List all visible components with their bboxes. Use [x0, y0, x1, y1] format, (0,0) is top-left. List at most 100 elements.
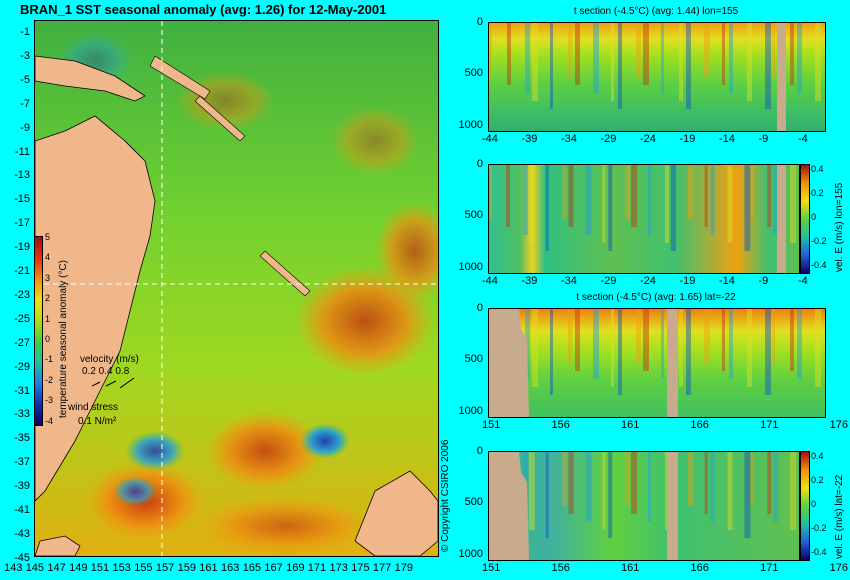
section-x-tick: -4 [798, 133, 808, 145]
section-y-tick: 500 [464, 209, 483, 222]
map-y-tick: -15 [14, 193, 30, 206]
section-x-tick: -39 [521, 275, 538, 287]
map-y-tick: -11 [14, 145, 30, 158]
section-x-tick: -39 [521, 133, 538, 145]
map-y-tick: -25 [14, 312, 30, 325]
map-y-tick: -1 [20, 26, 30, 38]
section-x-tick: 161 [621, 562, 640, 574]
section-y-tick: 1000 [458, 260, 483, 273]
map-y-tick: -3 [20, 49, 30, 62]
map-y-tick: -17 [14, 217, 30, 230]
map-x-tick: 159 [177, 562, 196, 574]
section-panel [488, 22, 826, 132]
section-colorbar-tick: 0 [811, 499, 817, 509]
map-colorbar-tick: -4 [45, 415, 54, 426]
map-y-tick: -39 [14, 480, 30, 493]
map-x-tick: 165 [242, 562, 262, 574]
wind-label: wind stress [68, 402, 119, 413]
section-colorbar-label: vel. E (m/s) lon=155 [834, 182, 845, 272]
section-x-tick: 176 [829, 562, 848, 574]
map-x-tick: 167 [264, 562, 283, 574]
section-x-tick: 151 [482, 562, 501, 574]
section-x-tick: -24 [640, 133, 656, 145]
velocity-label: velocity (m/s) [80, 354, 139, 365]
section-x-tick: -9 [758, 275, 769, 287]
map-y-tick: -43 [14, 527, 30, 540]
section-x-tick: -44 [482, 275, 498, 287]
section-x-tick: 176 [829, 419, 848, 431]
map-colorbar-tick: 4 [45, 252, 51, 263]
sst-map [34, 20, 439, 557]
section-panel [488, 164, 800, 274]
map-y-tick: -23 [14, 288, 30, 301]
section-x-tick: 171 [760, 562, 779, 574]
section-heatmap [489, 452, 797, 560]
map-y-tick: -5 [20, 73, 30, 86]
map-x-tick: 149 [69, 562, 88, 574]
section-x-tick: -24 [640, 275, 656, 287]
section-colorbar [800, 451, 810, 561]
section-colorbar-tick: 0.2 [811, 475, 824, 485]
section-y-tick: 0 [476, 302, 483, 314]
section-heatmap [489, 23, 821, 131]
map-x-tick: 161 [199, 562, 218, 574]
map-x-tick: 173 [329, 562, 348, 574]
section-x-tick: 171 [760, 419, 779, 431]
section-colorbar-tick: 0.4 [811, 164, 824, 174]
section-heatmap [489, 165, 797, 273]
map-y-tick: -9 [20, 121, 30, 134]
map-colorbar [34, 236, 43, 426]
map-colorbar-tick: -1 [45, 354, 54, 365]
velocity-scale: 0.2 0.4 0.8 [82, 366, 130, 377]
velocity-arrows [92, 376, 136, 390]
map-y-tick: -21 [14, 265, 30, 277]
section-x-tick: 166 [690, 562, 709, 574]
section-x-tick: -14 [719, 133, 735, 145]
section-x-tick: 156 [551, 562, 570, 574]
section-y-tick: 1000 [458, 547, 483, 560]
section-x-tick: -34 [561, 133, 577, 145]
map-colorbar-tick: 3 [45, 272, 51, 283]
map-x-tick: 171 [307, 562, 327, 574]
section-y-tick: 0 [476, 445, 483, 457]
map-colorbar-tick: -2 [45, 374, 54, 385]
map-y-tick: -31 [14, 384, 30, 397]
section-colorbar-tick: 0.4 [811, 451, 824, 461]
map-y-tick: -19 [14, 241, 30, 254]
sst-map-svg [35, 21, 438, 556]
section-y-tick: 0 [476, 158, 483, 170]
map-colorbar-tick: 1 [45, 313, 51, 324]
map-y-tick: -13 [14, 169, 30, 182]
section-x-tick: -14 [719, 275, 735, 287]
section-y-tick: 500 [464, 496, 483, 509]
section-panel [488, 308, 826, 418]
map-y-tick: -41 [14, 504, 30, 516]
section-x-tick: -44 [482, 133, 498, 145]
section-colorbar-tick: -0.4 [811, 260, 827, 270]
section-panel [488, 451, 800, 561]
map-colorbar-label: temperature seasonal anomaly (°C) [58, 260, 69, 418]
map-y-tick: -7 [20, 97, 30, 110]
section-colorbar-tick: 0.2 [811, 188, 824, 198]
section-x-tick: -4 [798, 275, 808, 287]
section-x-tick: -19 [679, 275, 696, 287]
map-y-tick: -29 [14, 360, 30, 373]
map-y-tick: -35 [14, 432, 30, 445]
wind-scale: 0.1 N/m² [78, 416, 117, 427]
section-colorbar-label: vel. E (m/s) lat=-22 [834, 474, 845, 559]
map-x-tick: 177 [372, 562, 392, 574]
section-x-tick: -34 [561, 275, 577, 287]
section-title: t section (-4.5°C) (avg: 1.65) lat=-22 [576, 292, 736, 303]
section-y-tick: 1000 [458, 118, 483, 131]
section-x-tick: -19 [679, 133, 696, 145]
section-title: t section (-4.5°C) (avg: 1.44) lon=155 [573, 6, 739, 17]
section-x-tick: 156 [551, 419, 570, 431]
map-y-tick: -37 [14, 456, 30, 469]
map-colorbar-tick: 5 [45, 232, 51, 242]
section-x-tick: 151 [482, 419, 501, 431]
section-colorbar-tick: -0.2 [811, 236, 827, 246]
map-x-tick: 175 [351, 562, 370, 574]
map-colorbar-tick: 2 [45, 293, 51, 304]
section-x-tick: 166 [690, 419, 709, 431]
map-x-tick: 163 [221, 562, 240, 574]
